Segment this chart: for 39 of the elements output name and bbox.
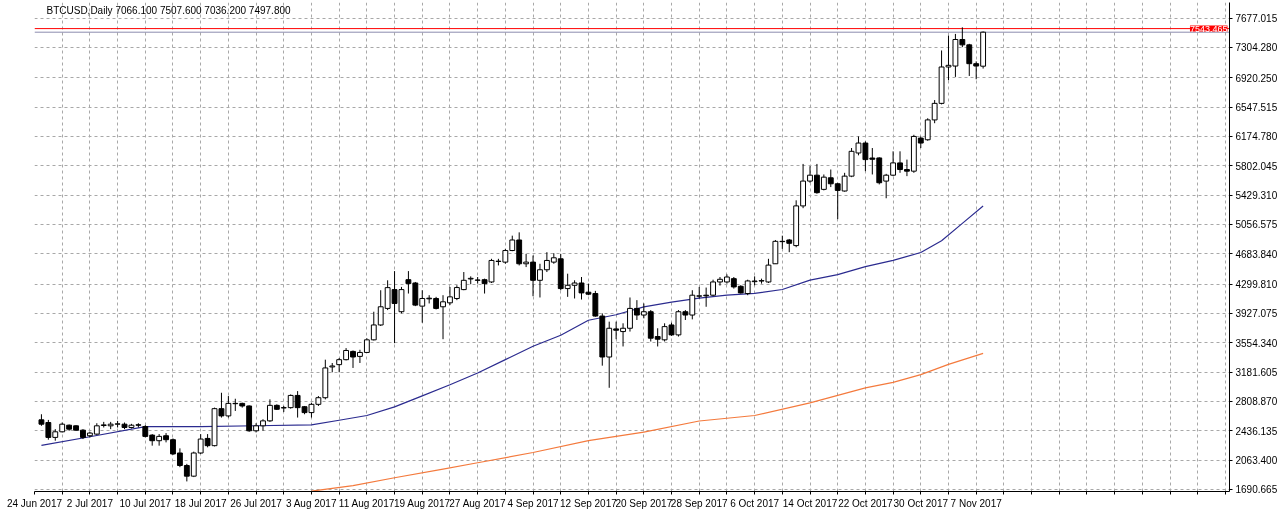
x-tick-label: 27 Aug 2017 — [449, 497, 506, 509]
x-tick-label: 12 Sep 2017 — [560, 497, 618, 509]
x-tick-label: 7 Nov 2017 — [950, 497, 1003, 509]
x-tick-label: 18 Jul 2017 — [174, 497, 227, 509]
x-tick-label: 30 Oct 2017 — [893, 497, 949, 509]
y-tick-label: 3181.605 — [1235, 367, 1278, 379]
y-tick-label: 4683.840 — [1235, 248, 1278, 260]
y-tick-label: 3927.075 — [1235, 308, 1278, 320]
x-tick-label: 10 Jul 2017 — [119, 497, 172, 509]
x-tick-label: 14 Oct 2017 — [782, 497, 838, 509]
x-tick-label: 28 Sep 2017 — [670, 497, 729, 509]
y-tick-label: 6920.250 — [1235, 72, 1278, 84]
x-tick-label: 2 Jul 2017 — [66, 497, 114, 509]
line-series — [40, 205, 984, 447]
y-tick-label: 5429.310 — [1235, 190, 1278, 202]
y-tick-label: 2808.870 — [1235, 396, 1278, 408]
line-series — [310, 352, 984, 492]
x-tick-label: 6 Oct 2017 — [730, 497, 780, 509]
y-tick-label: 4299.810 — [1235, 279, 1278, 291]
x-tick-label: 19 Aug 2017 — [393, 497, 451, 509]
y-tick-label: 3554.340 — [1235, 337, 1278, 349]
y-tick-label: 6547.515 — [1235, 102, 1278, 114]
ref-line-label: 7543.465 — [1189, 23, 1228, 34]
x-tick-label: 26 Jul 2017 — [230, 497, 283, 509]
y-tick-label: 7677.015 — [1235, 13, 1278, 25]
y-tick-label: 2436.135 — [1235, 425, 1278, 437]
x-tick-label: 11 Aug 2017 — [338, 497, 395, 509]
x-tick-label: 22 Oct 2017 — [838, 497, 894, 509]
y-tick-label: 6174.780 — [1235, 131, 1278, 143]
chart-title: BTCUSD,Daily 7066.100 7507.600 7036.200 7497.800 — [46, 4, 292, 16]
y-tick-label: 5802.045 — [1235, 160, 1278, 172]
y-tick-label: 1690.665 — [1235, 484, 1278, 496]
y-tick-label: 2063.400 — [1235, 455, 1278, 467]
x-tick-label: 3 Aug 2017 — [285, 497, 337, 509]
x-tick-label: 24 Jun 2017 — [6, 497, 63, 509]
x-tick-label: 20 Sep 2017 — [615, 497, 673, 509]
y-tick-label: 5056.575 — [1235, 219, 1278, 231]
y-tick-label: 7304.280 — [1235, 42, 1278, 54]
x-tick-label: 4 Sep 2017 — [507, 497, 560, 509]
